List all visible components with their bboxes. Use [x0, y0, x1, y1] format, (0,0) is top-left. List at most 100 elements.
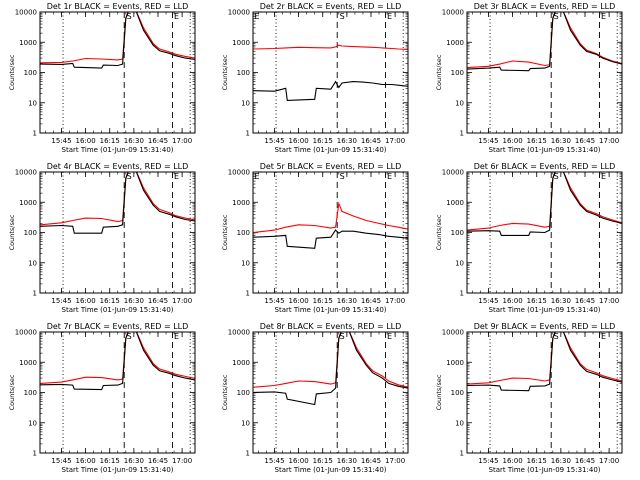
x-tick-label: 15:45 — [51, 137, 71, 145]
series-line-events — [467, 12, 622, 72]
y-tick-label: 10000 — [15, 9, 37, 17]
x-tick-label: 15:45 — [264, 457, 284, 465]
plot-frame — [39, 171, 196, 294]
series-line-lld — [467, 12, 622, 69]
series-line-events — [40, 332, 195, 391]
y-tick-label: 10 — [455, 419, 464, 427]
annotation-marker: S — [127, 12, 132, 21]
x-tick-label: 16:15 — [100, 137, 120, 145]
annotation-marker: E — [254, 172, 259, 181]
annotation-marker: S — [554, 172, 559, 181]
y-axis-label: Counts/sec — [8, 374, 16, 410]
y-tick-label: 10 — [241, 259, 250, 267]
x-tick-label: 16:15 — [527, 457, 547, 465]
y-tick-label: 1000 — [446, 199, 464, 207]
x-tick-label: 17:00 — [599, 297, 619, 305]
series-line-lld — [467, 172, 622, 231]
x-tick-label: 16:45 — [148, 457, 168, 465]
x-tick-label: 15:45 — [51, 457, 71, 465]
x-tick-label: 16:30 — [551, 137, 571, 145]
annotation-marker: S — [340, 172, 345, 181]
x-tick-label: 15:45 — [478, 297, 498, 305]
x-axis-label: Start Time (01-Jun-09 15:31:40) — [489, 466, 601, 474]
panel-det-3: Det 3r BLACK = Events, RED = LLD Counts/s… — [435, 2, 623, 154]
x-axis-label: Start Time (01-Jun-09 15:31:40) — [489, 146, 601, 154]
x-tick-label: 16:30 — [337, 297, 357, 305]
y-tick-label: 1000 — [19, 359, 37, 367]
x-tick-label: 16:30 — [124, 297, 144, 305]
series-line-lld — [40, 332, 195, 384]
series-line-lld — [253, 201, 408, 234]
x-tick-label: 16:15 — [313, 297, 333, 305]
plot-frame — [39, 11, 196, 134]
series-line-events — [253, 80, 408, 101]
y-tick-label: 1 — [246, 290, 250, 298]
panel-title: Det 4r BLACK = Events, RED = LLD — [47, 162, 189, 171]
y-tick-label: 100 — [24, 229, 37, 237]
series-group — [40, 332, 195, 391]
x-axis-label: Start Time (01-Jun-09 15:31:40) — [62, 466, 174, 474]
panel-det-4: Det 4r BLACK = Events, RED = LLD Counts/s… — [8, 162, 196, 314]
panel-det-2: Det 2r BLACK = Events, RED = LLD Counts/s… — [221, 2, 409, 154]
x-tick-label: 17:00 — [385, 137, 405, 145]
panel-title: Det 8r BLACK = Events, RED = LLD — [260, 322, 402, 331]
y-tick-label: 100 — [237, 389, 250, 397]
y-tick-label: 1000 — [232, 199, 250, 207]
y-tick-label: 1000 — [232, 359, 250, 367]
y-tick-label: 1 — [246, 450, 250, 458]
panel-det-8: Det 8r BLACK = Events, RED = LLD Counts/s… — [221, 322, 409, 474]
x-tick-label: 17:00 — [385, 457, 405, 465]
series-group — [467, 172, 622, 236]
y-tick-label: 1 — [460, 130, 464, 138]
x-tick-label: 17:00 — [599, 457, 619, 465]
y-tick-label: 1 — [33, 130, 37, 138]
x-tick-label: 15:45 — [264, 137, 284, 145]
x-tick-label: 17:00 — [172, 457, 192, 465]
series-line-events — [253, 229, 408, 249]
y-tick-label: 100 — [237, 69, 250, 77]
annotation-marker: E — [387, 172, 392, 181]
series-group — [40, 172, 195, 234]
series-group — [253, 201, 408, 249]
annotation-marker: S — [340, 12, 345, 21]
x-tick-label: 16:15 — [313, 137, 333, 145]
x-tick-label: 16:00 — [502, 137, 522, 145]
x-tick-label: 16:45 — [148, 297, 168, 305]
annotation-marker: E — [387, 12, 392, 21]
x-tick-label: 16:00 — [75, 457, 95, 465]
x-axis-label: Start Time (01-Jun-09 15:31:40) — [275, 466, 387, 474]
x-tick-label: 16:00 — [502, 457, 522, 465]
panel-title: Det 1r BLACK = Events, RED = LLD — [47, 2, 189, 11]
series-group — [467, 332, 622, 392]
y-tick-label: 10000 — [15, 329, 37, 337]
series-line-events — [467, 172, 622, 236]
annotation-marker: E — [174, 12, 179, 21]
y-tick-label: 10000 — [228, 329, 250, 337]
plot-frame — [466, 171, 623, 294]
y-tick-label: 1000 — [19, 39, 37, 47]
panel-det-5: Det 5r BLACK = Events, RED = LLD Counts/s… — [221, 162, 409, 314]
series-group — [40, 12, 195, 69]
x-tick-label: 15:45 — [51, 297, 71, 305]
x-tick-label: 16:45 — [148, 137, 168, 145]
x-tick-label: 16:15 — [527, 297, 547, 305]
y-axis-label: Counts/sec — [435, 214, 443, 250]
y-tick-label: 1000 — [446, 39, 464, 47]
panel-det-9: Det 9r BLACK = Events, RED = LLD Counts/s… — [435, 322, 623, 474]
y-axis-label: Counts/sec — [221, 54, 229, 90]
panel-title: Det 2r BLACK = Events, RED = LLD — [260, 2, 402, 11]
x-tick-label: 16:15 — [527, 137, 547, 145]
x-tick-label: 16:00 — [502, 297, 522, 305]
y-axis-label: Counts/sec — [221, 374, 229, 410]
x-tick-label: 16:00 — [75, 137, 95, 145]
x-tick-label: 16:30 — [337, 137, 357, 145]
y-tick-label: 100 — [451, 69, 464, 77]
x-axis-label: Start Time (01-Jun-09 15:31:40) — [275, 306, 387, 314]
y-tick-label: 1000 — [19, 199, 37, 207]
x-axis-label: Start Time (01-Jun-09 15:31:40) — [62, 146, 174, 154]
panel-title: Det 3r BLACK = Events, RED = LLD — [474, 2, 616, 11]
y-tick-label: 100 — [451, 389, 464, 397]
y-axis-label: Counts/sec — [435, 374, 443, 410]
